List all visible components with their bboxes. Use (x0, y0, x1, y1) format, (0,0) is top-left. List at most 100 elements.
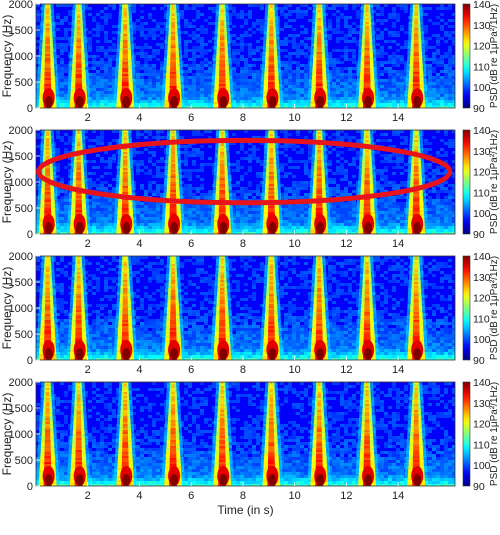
colorbar-tick-label: 90 (473, 229, 485, 241)
x-tick-label: 10 (289, 112, 301, 124)
pulse-2 (66, 4, 91, 108)
pulse-4 (161, 382, 185, 486)
x-tick-label: 4 (136, 364, 142, 376)
spectrogram-image (36, 256, 455, 360)
pulse-5 (210, 382, 235, 486)
pulse-5 (210, 4, 235, 108)
y-tick-label: 1000 (9, 303, 33, 315)
pulse-7 (307, 382, 332, 486)
colorbar-tick-label: 110 (473, 187, 490, 199)
pulse-7 (307, 4, 332, 108)
x-tick-label: 8 (240, 238, 246, 250)
y-tick-label: 1000 (9, 51, 33, 63)
y-tick-label: 1000 (9, 429, 33, 441)
spectrogram-image (36, 130, 455, 234)
colorbar-tick-label: 140 (473, 251, 491, 263)
x-tick-label: 6 (188, 238, 194, 250)
colorbar-label: PSD (dB re 1μPa²/1Hz) (489, 130, 500, 234)
colorbar-tick-label: 120 (473, 419, 491, 431)
y-tick-label: 1500 (9, 25, 33, 37)
x-tick-label: 4 (136, 490, 142, 502)
pulse-2 (66, 382, 91, 486)
y-tick-label: 500 (15, 329, 33, 341)
x-tick-label: 10 (289, 238, 301, 250)
pulse-6 (259, 382, 284, 486)
x-tick-label: 14 (392, 238, 404, 250)
colorbar-tick-label: 100 (473, 460, 491, 472)
x-tick-label: 10 (289, 490, 301, 502)
y-axis-label: Frequency (Hz) (0, 267, 14, 350)
x-tick-label: 2 (85, 112, 91, 124)
y-tick-label: 2000 (9, 377, 33, 389)
pulse-4 (161, 256, 185, 360)
x-tick-label: 8 (240, 112, 246, 124)
pulse-4 (161, 4, 185, 108)
y-tick-label: 500 (15, 77, 33, 89)
x-tick-label: 4 (136, 238, 142, 250)
x-tick-label: 12 (340, 112, 352, 124)
colorbar-tick-label: 120 (473, 41, 491, 53)
pulse-1 (36, 382, 60, 486)
x-tick-label: 14 (392, 364, 404, 376)
x-tick-label: 6 (188, 490, 194, 502)
colorbar-tick-label: 90 (473, 103, 485, 115)
x-tick-label: 12 (340, 490, 352, 502)
y-tick-label: 1500 (9, 151, 33, 163)
colorbar-tick-label: 110 (473, 61, 490, 73)
colorbar-tick-label: 130 (473, 146, 491, 158)
y-tick-label: 2000 (9, 125, 33, 137)
y-tick-label: 1500 (9, 403, 33, 415)
y-axis-label: Frequency (Hz) (0, 15, 14, 98)
x-axis-label: Time (in s) (217, 503, 273, 517)
colorbar-tick-label: 130 (473, 20, 491, 32)
pulse-6 (259, 4, 284, 108)
pulse-8 (355, 382, 379, 486)
colorbar-tick-label: 100 (473, 82, 491, 94)
pulse-3 (113, 256, 138, 360)
y-tick-label: 1500 (9, 277, 33, 289)
colorbar-label: PSD (dB re 1μPa²/1Hz) (489, 4, 500, 108)
y-tick-label: 0 (27, 229, 33, 241)
colorbar-tick-label: 120 (473, 167, 491, 179)
pulse-8 (355, 4, 379, 108)
colorbar-tick-label: 130 (473, 272, 491, 284)
pulse-1 (36, 256, 60, 360)
x-tick-label: 14 (392, 490, 404, 502)
colorbar-tick-label: 140 (473, 0, 491, 11)
pulse-8 (355, 256, 379, 360)
pulse-3 (113, 382, 138, 486)
spectrogram-panel-1: 2 4 6 8 10 12 140 500 1000 1500 2000 Frequency (Hz)… (0, 0, 500, 124)
pulse-3 (113, 4, 138, 108)
x-tick-label: 6 (188, 112, 194, 124)
spectrogram-image (36, 382, 455, 486)
y-tick-label: 500 (15, 455, 33, 467)
colorbar-tick-label: 110 (473, 439, 490, 451)
pulse-9 (404, 4, 429, 108)
pulse-1 (36, 4, 60, 108)
y-tick-label: 2000 (9, 0, 33, 11)
colorbar-tick-label: 130 (473, 398, 491, 410)
y-tick-label: 0 (27, 481, 33, 493)
colorbar-label: PSD (dB re 1μPa²/1Hz) (489, 382, 500, 486)
x-tick-label: 4 (136, 112, 142, 124)
colorbar-tick-label: 90 (473, 355, 485, 367)
colorbar-tick-label: 90 (473, 481, 485, 493)
colorbar-tick-label: 120 (473, 293, 491, 305)
pulse-3 (113, 130, 138, 234)
pulse-2 (66, 256, 91, 360)
colorbar-tick-label: 140 (473, 125, 491, 137)
pulse-6 (259, 256, 284, 360)
y-tick-label: 500 (15, 203, 33, 215)
x-tick-label: 6 (188, 364, 194, 376)
pulse-9 (404, 256, 429, 360)
x-tick-label: 8 (240, 490, 246, 502)
colorbar-tick-label: 100 (473, 334, 491, 346)
